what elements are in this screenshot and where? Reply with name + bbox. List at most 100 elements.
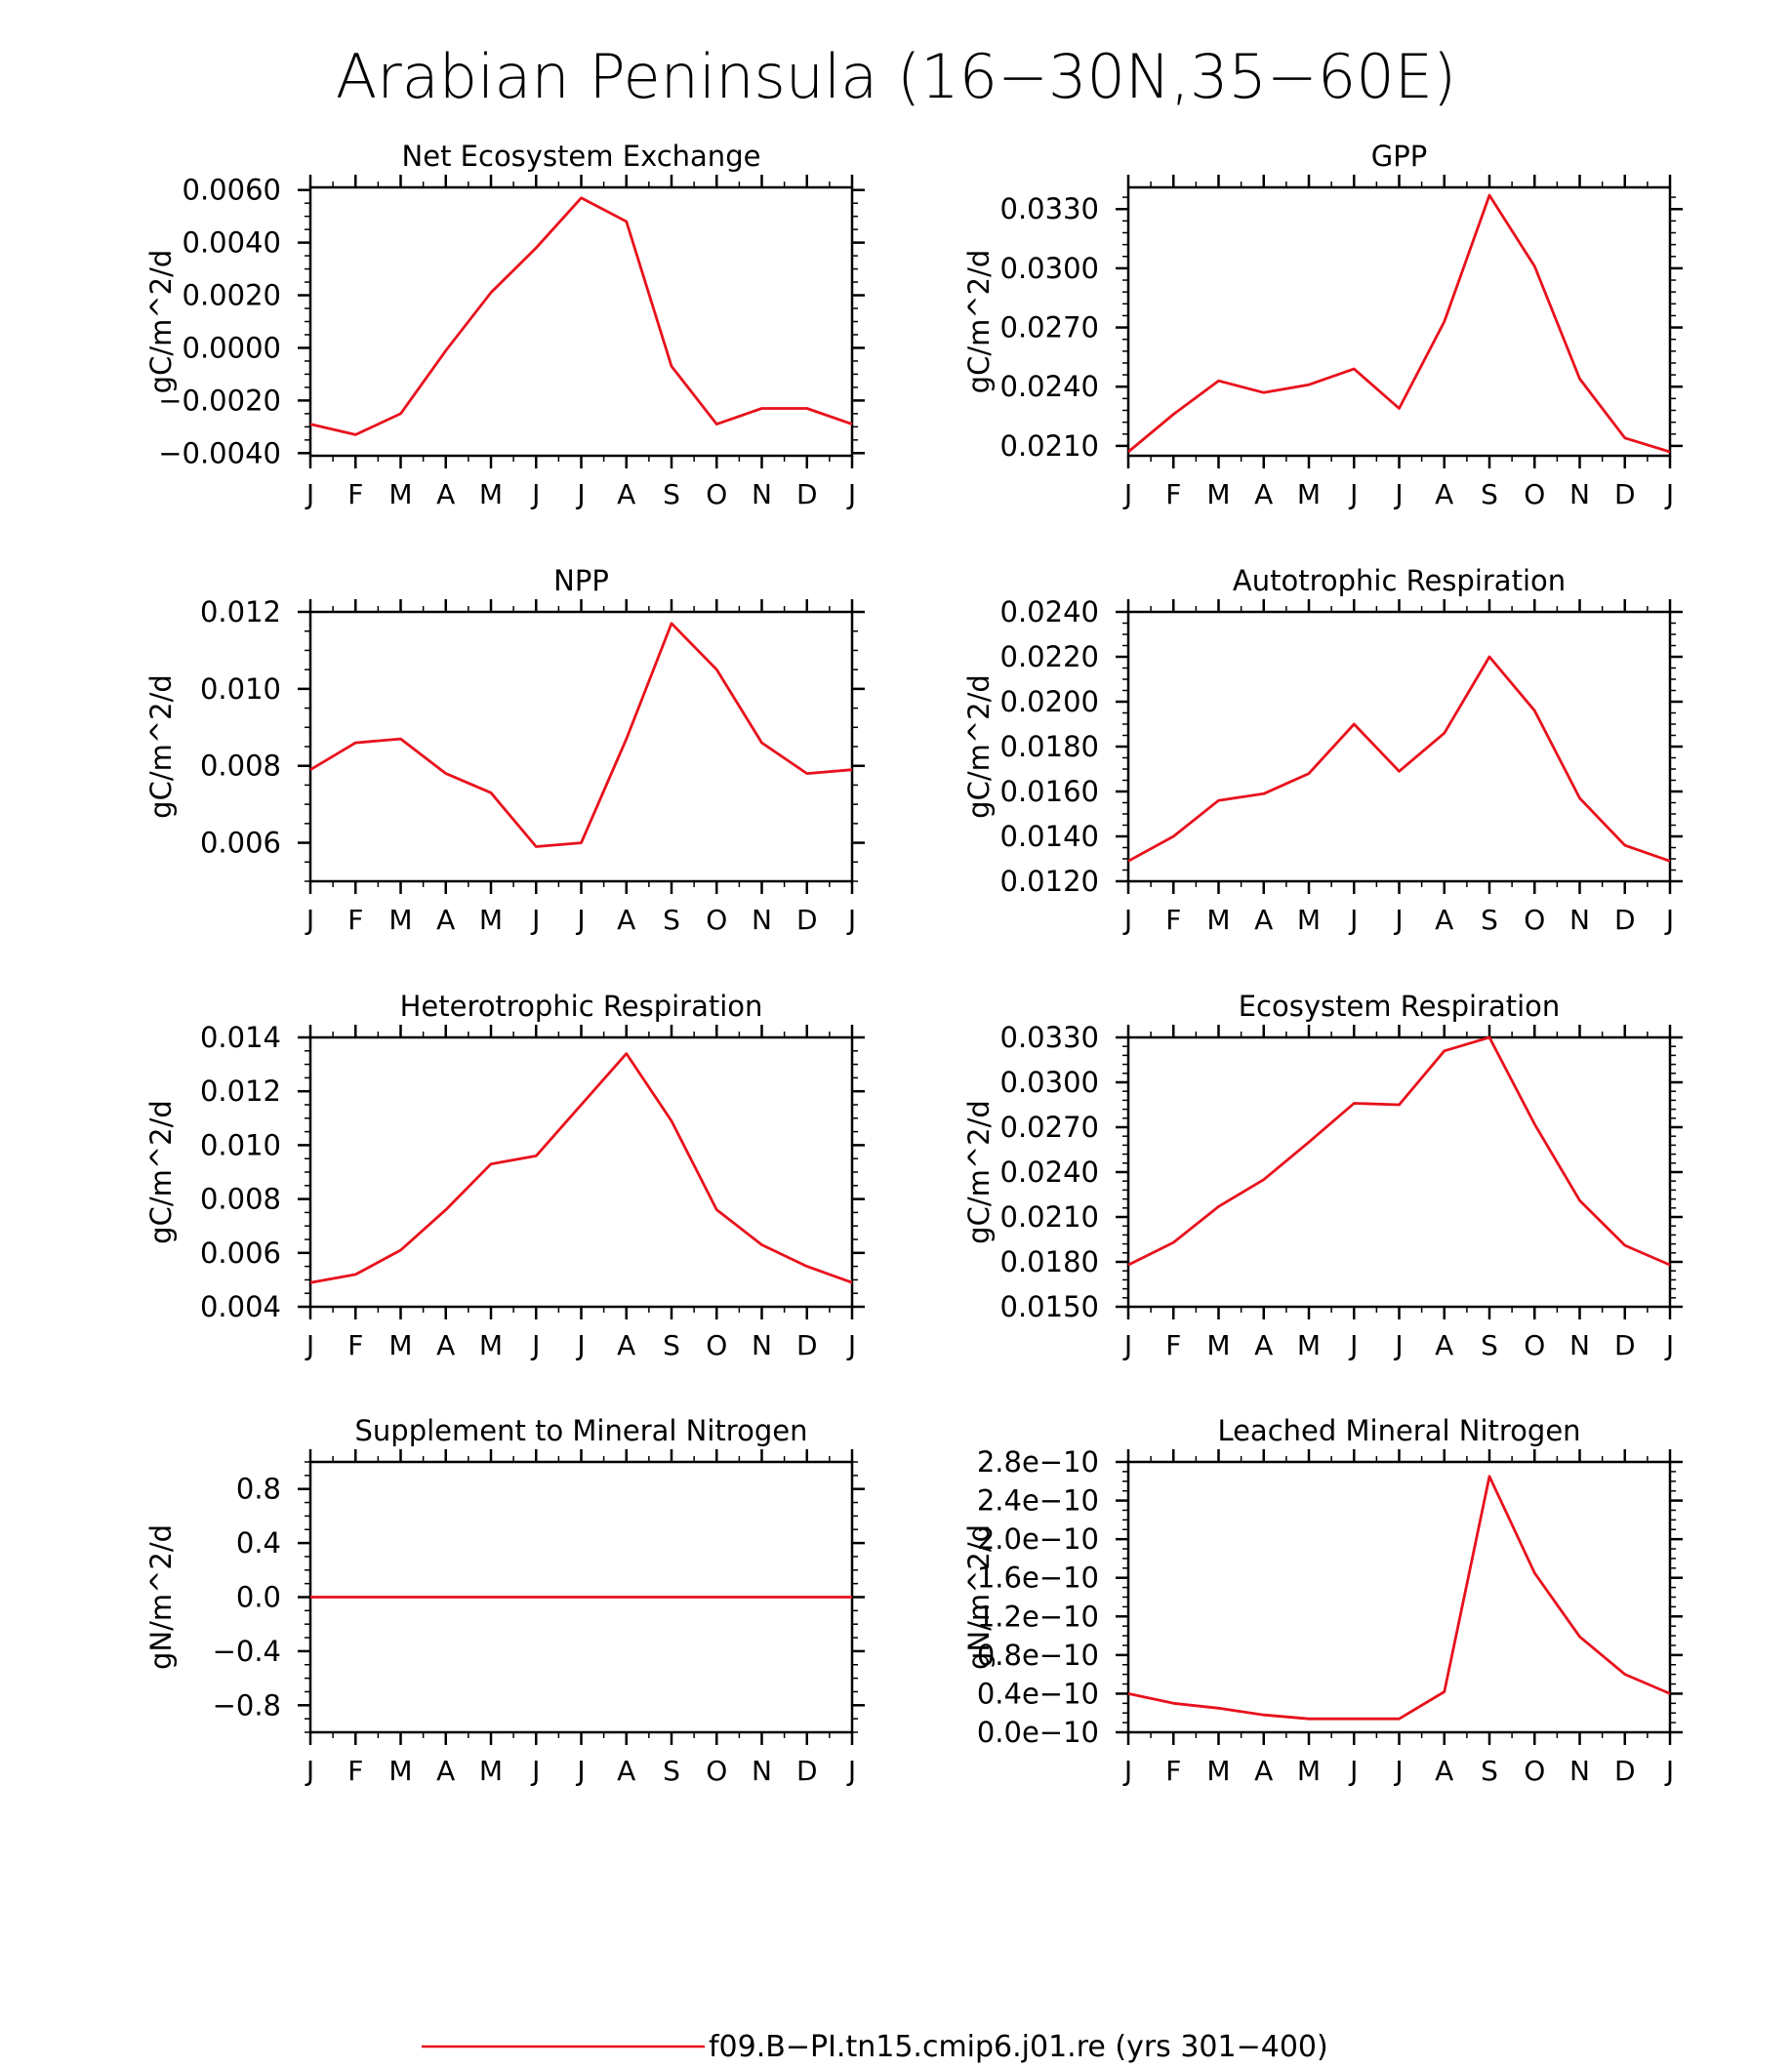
panel-title: Supplement to Mineral Nitrogen: [355, 1414, 808, 1447]
y-tick-label: 0.4e−10: [977, 1677, 1099, 1710]
x-tick-label: D: [1614, 1329, 1636, 1361]
x-tick-label: A: [436, 478, 455, 510]
y-tick-label: 0.0240: [1000, 595, 1099, 629]
y-tick-label: 0.0000: [183, 331, 281, 364]
panel-title: Net Ecosystem Exchange: [402, 140, 761, 173]
y-tick-label: 0.010: [200, 1128, 281, 1161]
x-tick-label: J: [530, 1755, 540, 1787]
x-tick-label: J: [530, 1329, 540, 1361]
x-tick-label: S: [663, 904, 680, 936]
panel-title: Leached Mineral Nitrogen: [1217, 1414, 1580, 1447]
legend: f09.B−PI.tn15.cmip6.j01.re (yrs 301−400): [422, 2030, 1328, 2064]
y-tick-label: 0.0240: [1000, 370, 1099, 403]
x-tick-label: A: [617, 478, 635, 510]
y-tick-label: 0.012: [200, 595, 281, 629]
x-tick-label: D: [1614, 478, 1636, 510]
x-tick-label: F: [347, 904, 363, 936]
x-tick-label: A: [436, 904, 455, 936]
y-axis-label: gC/m^2/d: [144, 1100, 178, 1244]
x-tick-label: N: [1569, 904, 1590, 936]
panel-title: Ecosystem Respiration: [1239, 990, 1561, 1023]
x-tick-label: O: [706, 478, 727, 510]
x-tick-label: O: [1524, 478, 1545, 510]
x-tick-label: A: [436, 1755, 455, 1787]
x-tick-label: N: [1569, 478, 1590, 510]
y-tick-label: 0.010: [200, 672, 281, 706]
x-tick-label: S: [663, 478, 680, 510]
legend-label: f09.B−PI.tn15.cmip6.j01.re (yrs 301−400): [709, 2030, 1328, 2064]
x-tick-label: D: [796, 1329, 818, 1361]
y-tick-label: 0.0300: [1000, 1066, 1099, 1099]
x-tick-label: J: [846, 904, 856, 936]
x-tick-label: S: [1481, 904, 1498, 936]
x-tick-label: O: [1524, 1755, 1545, 1787]
x-tick-label: J: [1122, 904, 1132, 936]
series-line: [310, 624, 852, 847]
series-line: [1128, 195, 1670, 452]
x-tick-label: J: [575, 478, 585, 510]
series-line: [1128, 1037, 1670, 1265]
y-tick-label: 0.006: [200, 827, 281, 860]
y-tick-label: 0.0150: [1000, 1290, 1099, 1323]
x-tick-label: F: [347, 1755, 363, 1787]
x-tick-label: O: [706, 1755, 727, 1787]
x-tick-label: J: [846, 478, 856, 510]
y-axis-label: gC/m^2/d: [144, 250, 178, 394]
x-tick-label: F: [1165, 904, 1181, 936]
series-line: [1128, 1477, 1670, 1719]
x-tick-label: O: [1524, 904, 1545, 936]
x-tick-label: A: [436, 1329, 455, 1361]
y-tick-label: 0.0: [236, 1581, 281, 1614]
x-tick-label: M: [479, 904, 503, 936]
y-tick-label: −0.4: [213, 1635, 281, 1668]
x-tick-label: J: [305, 1755, 314, 1787]
y-tick-label: 0.8: [236, 1473, 281, 1506]
x-tick-label: J: [1348, 478, 1358, 510]
x-tick-label: M: [388, 1329, 412, 1361]
x-tick-label: J: [1664, 1755, 1674, 1787]
x-tick-label: S: [663, 1755, 680, 1787]
y-tick-label: 0.0040: [183, 226, 281, 260]
y-tick-label: 2.4e−10: [977, 1484, 1099, 1518]
x-tick-label: M: [1297, 1329, 1321, 1361]
x-tick-label: M: [1206, 1329, 1230, 1361]
x-tick-label: M: [1206, 1755, 1230, 1787]
y-axis-label: gC/m^2/d: [144, 674, 178, 819]
x-tick-label: A: [1435, 904, 1453, 936]
plot-frame: [1128, 187, 1670, 456]
x-tick-label: M: [388, 478, 412, 510]
y-tick-label: 0.0240: [1000, 1156, 1099, 1189]
x-tick-label: J: [530, 904, 540, 936]
x-tick-label: M: [479, 1755, 503, 1787]
x-tick-label: J: [1122, 1329, 1132, 1361]
y-tick-label: −0.0040: [158, 436, 281, 469]
x-tick-label: O: [706, 904, 727, 936]
y-axis-label: gC/m^2/d: [962, 1100, 996, 1244]
x-tick-label: N: [1569, 1329, 1590, 1361]
x-tick-label: O: [706, 1329, 727, 1361]
y-axis-label: gN/m^2/d: [962, 1524, 996, 1670]
x-tick-label: J: [305, 1329, 314, 1361]
x-tick-label: F: [1165, 478, 1181, 510]
y-axis-label: gC/m^2/d: [962, 674, 996, 819]
series-line: [1128, 657, 1670, 861]
y-tick-label: 0.0060: [183, 174, 281, 207]
x-tick-label: J: [305, 478, 314, 510]
x-tick-label: D: [1614, 1755, 1636, 1787]
x-tick-label: J: [305, 904, 314, 936]
x-tick-label: J: [1664, 478, 1674, 510]
panel-title: Autotrophic Respiration: [1233, 564, 1566, 597]
x-tick-label: A: [1435, 478, 1453, 510]
x-tick-label: S: [1481, 478, 1498, 510]
x-tick-label: S: [1481, 1755, 1498, 1787]
plot-frame: [310, 187, 852, 456]
x-tick-label: N: [752, 904, 772, 936]
x-tick-label: D: [1614, 904, 1636, 936]
x-tick-label: A: [1254, 1755, 1273, 1787]
